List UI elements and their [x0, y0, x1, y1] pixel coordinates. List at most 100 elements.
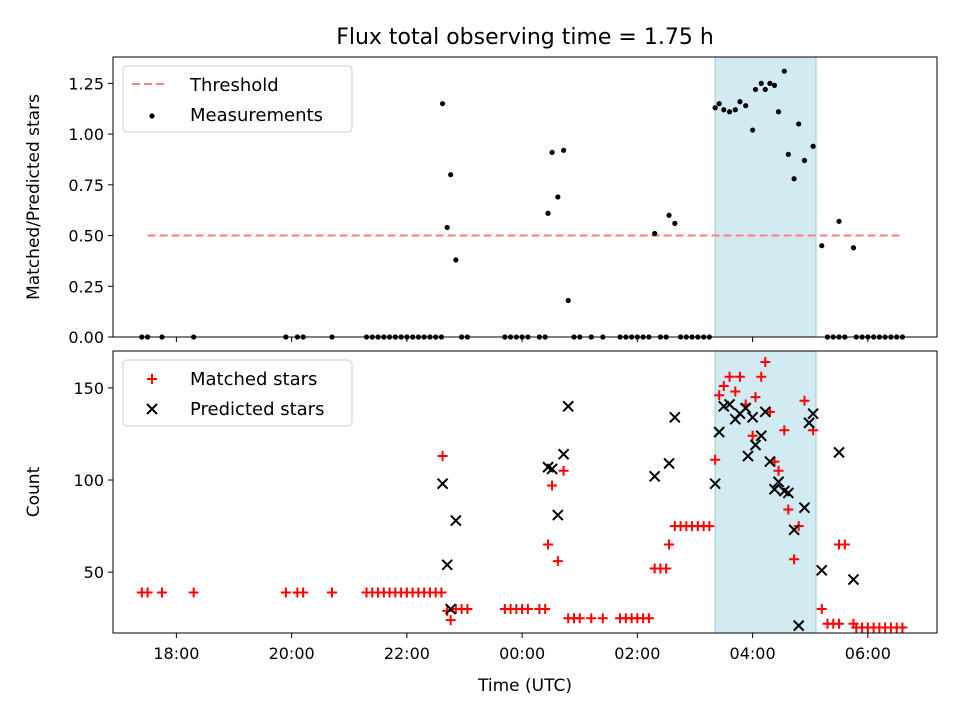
predicted-star-point — [546, 463, 558, 475]
legend-label: Matched stars — [190, 369, 317, 390]
matched-star-point — [558, 465, 569, 476]
matched-star-point — [643, 613, 654, 624]
measurement-point — [785, 151, 791, 157]
x-tick-label: 22:00 — [384, 644, 430, 663]
matched-star-point — [436, 587, 447, 598]
legend-predicted-swatch — [146, 403, 158, 415]
predicted-star-point — [436, 477, 449, 490]
measurement-point — [444, 224, 450, 231]
predicted-star-point — [562, 400, 574, 413]
predicted-star-point — [798, 501, 811, 514]
predicted-star-point — [792, 619, 805, 632]
matched-star-point — [799, 395, 810, 406]
legend-measurement-swatch — [149, 113, 155, 119]
matched-star-point — [547, 480, 558, 491]
shaded-interval — [714, 350, 817, 634]
matched-star-point — [816, 604, 827, 615]
measurement-point — [732, 107, 738, 113]
predicted-star-point — [742, 450, 754, 462]
predicted-star-point — [709, 477, 721, 490]
predicted-star-point — [648, 470, 661, 483]
measurement-point — [752, 86, 759, 93]
predicted-star-point — [441, 559, 453, 571]
x-tick-label: 18:00 — [153, 644, 199, 663]
legend-label: Predicted stars — [190, 399, 324, 420]
matched-star-point — [661, 563, 672, 574]
predicted-star-point — [807, 407, 819, 420]
predicted-star-point — [552, 509, 564, 521]
matched-star-point — [142, 587, 153, 598]
predicted-star-point — [759, 406, 771, 418]
measurement-point — [440, 101, 446, 107]
predicted-star-point — [816, 564, 828, 577]
matched-star-point — [756, 371, 767, 382]
legend: Matched stars Predicted stars — [122, 359, 353, 427]
y-tick-label: 0.50 — [68, 227, 104, 246]
measurement-point — [737, 99, 743, 105]
plot-frame — [112, 56, 938, 338]
matched-star-point — [298, 587, 309, 598]
measurement-point — [836, 218, 842, 224]
matched-star-point — [445, 615, 456, 626]
predicted-star-point — [444, 603, 457, 615]
matched-star-point — [280, 587, 291, 598]
predicted-star-point — [450, 514, 462, 527]
shaded-interval — [714, 56, 817, 338]
y-tick-label: 0.75 — [68, 176, 104, 195]
matched-star-point — [718, 381, 729, 392]
matched-star-point — [714, 390, 725, 401]
matched-star-point — [897, 622, 908, 633]
predicted-star-point — [755, 430, 767, 442]
matched-star-point — [664, 539, 675, 550]
predicted-star-point — [749, 439, 762, 451]
y-tick-label: 50 — [84, 563, 104, 582]
y-tick-label: 1.00 — [68, 125, 104, 144]
predicted-star-point — [713, 426, 725, 438]
matched-star-point — [834, 618, 845, 629]
x-axis-label: Time (UTC) — [477, 676, 572, 696]
legend-label: Threshold — [189, 75, 279, 96]
measurement-point — [721, 107, 727, 113]
matched-star-point — [552, 556, 563, 567]
legend-box — [122, 65, 353, 133]
matched-star-point — [779, 425, 790, 436]
y-axis-label: Count — [24, 466, 44, 517]
measurement-point — [652, 230, 658, 237]
measurement-point — [743, 103, 749, 109]
predicted-star-point — [669, 411, 681, 424]
measurement-point — [810, 143, 816, 149]
measurement-point — [712, 105, 718, 111]
measurement-point — [666, 212, 672, 218]
matched-star-point — [540, 604, 551, 615]
matched-star-point — [734, 371, 745, 382]
measurement-point — [758, 80, 764, 86]
matched-star-point — [730, 386, 741, 397]
x-tick-label: 00:00 — [499, 644, 545, 663]
matched-star-point — [156, 587, 167, 598]
legend-matched-swatch — [147, 374, 157, 384]
matched-star-point — [724, 371, 735, 382]
matched-star-point — [750, 392, 761, 403]
y-tick-label: 0.00 — [68, 328, 104, 347]
x-tick-label: 06:00 — [845, 644, 891, 663]
matched-star-point — [442, 605, 453, 616]
predicted-star-point — [772, 476, 785, 488]
predicted-star-point — [739, 402, 752, 414]
matched-star-point — [462, 604, 473, 615]
measurement-point — [545, 210, 551, 216]
measurement-point — [716, 101, 722, 107]
matched-star-point — [773, 465, 784, 476]
predicted-star-point — [764, 455, 776, 468]
predicted-star-point — [557, 448, 570, 460]
measurement-point — [750, 127, 756, 133]
predicted-star-point — [723, 398, 736, 411]
y-tick-label: 100 — [73, 471, 104, 490]
measurement-point — [453, 257, 459, 263]
measurement-point — [819, 243, 825, 249]
measurement-point — [672, 220, 678, 226]
matched-star-point — [597, 613, 608, 624]
measurement-point — [791, 176, 797, 182]
measurement-point — [555, 194, 561, 200]
measurement-point — [565, 297, 571, 304]
